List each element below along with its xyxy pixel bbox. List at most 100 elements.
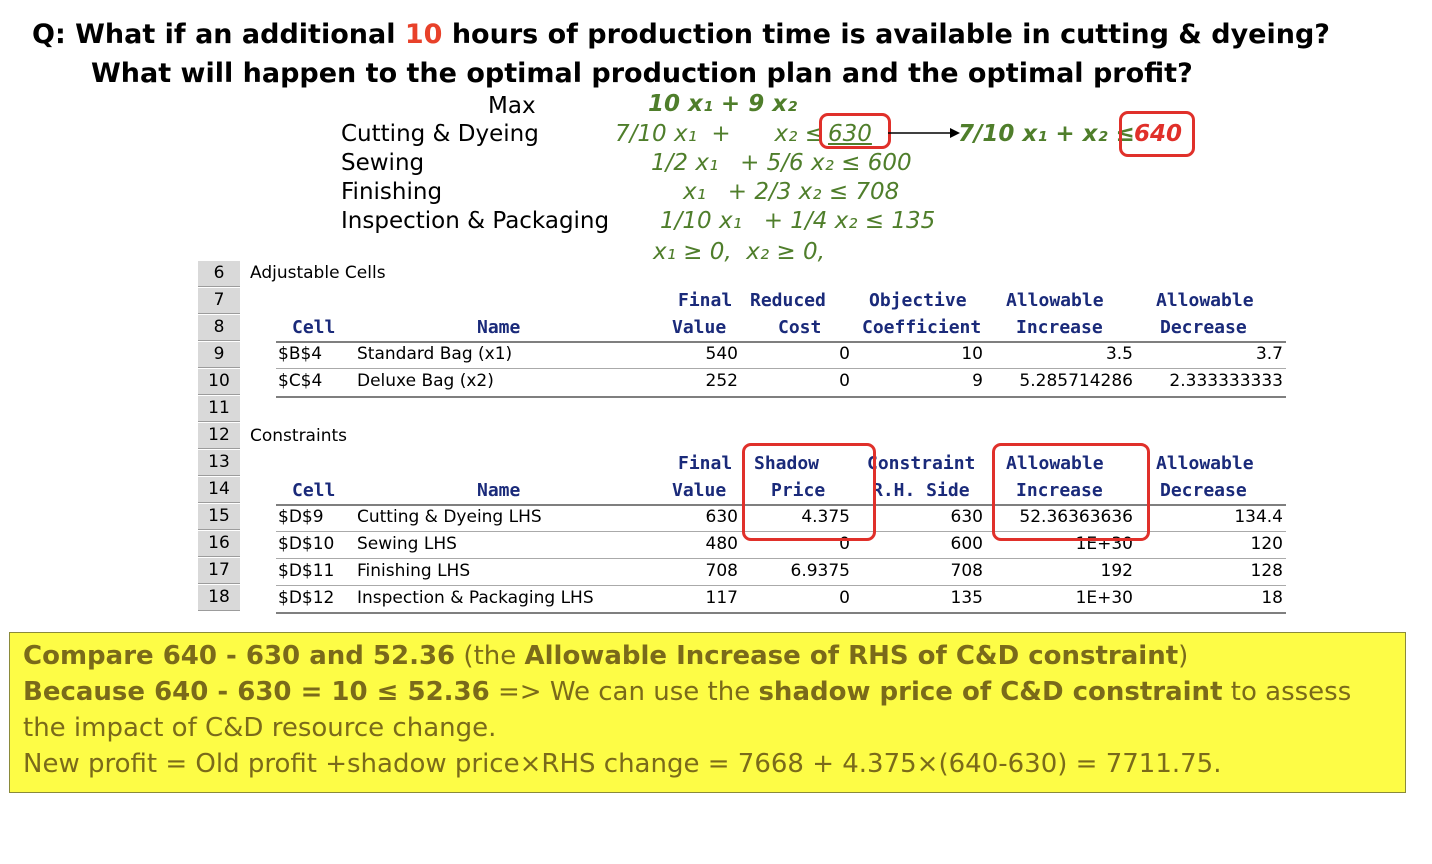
adj-coef: 10 [961, 344, 983, 364]
adj-header-value: Value [672, 317, 727, 338]
con-rhs: 135 [950, 588, 983, 608]
constraint-label-cd: Cutting & Dyeing [341, 121, 539, 147]
adj-header-cost: Cost [778, 317, 822, 338]
note-allowable-increase: Allowable Increase of RHS of C&D constra… [524, 641, 1179, 671]
nonnegativity: x₁ ≥ 0, x₂ ≥ 0, [653, 239, 825, 265]
adj-inc: 5.285714286 [1019, 371, 1133, 391]
adj-header-allowable-dec: Allowable [1156, 290, 1254, 311]
con-cell: $D$12 [278, 588, 335, 608]
adj-header-decrease: Decrease [1160, 317, 1247, 338]
row-number: 13 [198, 450, 240, 476]
con-header-rule [276, 504, 1286, 506]
adj-cell: $C$4 [278, 371, 323, 391]
objective-function: 10 x₁ + 9 x₂ [648, 91, 798, 117]
con-cell: $D$10 [278, 534, 335, 554]
constraint-finishing: x₁ + 2/3 x₂ ≤ 708 [683, 179, 900, 205]
row-rule [276, 585, 1286, 586]
constraint-inspection: 1/10 x₁ + 1/4 x₂ ≤ 135 [660, 208, 936, 234]
con-shadow: 6.9375 [790, 561, 850, 581]
con-header-increase: Increase [1016, 480, 1103, 501]
question-line-2: What will happen to the optimal producti… [91, 58, 1193, 89]
row-rule [276, 368, 1286, 369]
con-final: 708 [705, 561, 738, 581]
shadow-price-highlight-box [742, 443, 876, 541]
constraint-label-sewing: Sewing [341, 150, 425, 176]
adj-header-reduced: Reduced [750, 290, 826, 311]
question-hours: 10 [404, 19, 443, 50]
con-name: Finishing LHS [357, 561, 471, 581]
con-shadow: 0 [839, 534, 850, 554]
note-text: (the [455, 641, 525, 671]
adj-inc: 3.5 [1105, 344, 1133, 364]
adj-header-coefficient: Coefficient [862, 317, 982, 338]
note-line-4: New profit = Old profit +shadow price×RH… [23, 749, 1222, 779]
new-cd-constraint: 7/10 x₁ + x₂ ≤ [958, 121, 1135, 147]
adj-header-name: Name [477, 317, 521, 338]
con-header-rhs: R.H. Side [872, 480, 970, 501]
adj-header-objective: Objective [869, 290, 967, 311]
adj-header-increase: Increase [1016, 317, 1103, 338]
row-rule [276, 531, 1286, 532]
constraints-title: Constraints [250, 426, 347, 446]
adj-bottom-rule [276, 396, 1286, 398]
note-text: => We can use the [489, 677, 759, 707]
adj-final: 252 [705, 371, 738, 391]
adj-final: 540 [705, 344, 738, 364]
con-dec: 128 [1250, 561, 1283, 581]
note-line-3: the impact of C&D resource change. [23, 713, 497, 743]
constraint-sewing: 1/2 x₁ + 5/6 x₂ ≤ 600 [651, 150, 912, 176]
adj-reduced: 0 [839, 344, 850, 364]
con-dec: 120 [1250, 534, 1283, 554]
adj-coef: 9 [972, 371, 983, 391]
con-rhs: 708 [950, 561, 983, 581]
con-final: 630 [705, 507, 738, 527]
con-rhs: 600 [950, 534, 983, 554]
adj-dec: 3.7 [1255, 344, 1283, 364]
con-name: Cutting & Dyeing LHS [357, 507, 542, 527]
con-dec: 18 [1261, 588, 1283, 608]
con-name: Sewing LHS [357, 534, 457, 554]
row-number: 16 [198, 531, 240, 557]
constraint-cd: 7/10 x₁ + x₂ ≤ [615, 121, 824, 147]
new-rhs-highlight-box [1119, 111, 1195, 157]
row-number: 14 [198, 477, 240, 503]
row-number: 15 [198, 504, 240, 530]
con-shadow: 0 [839, 588, 850, 608]
row-number: 7 [198, 288, 240, 314]
adj-name: Standard Bag (x1) [357, 344, 513, 364]
row-number: 12 [198, 423, 240, 449]
con-rhs: 630 [950, 507, 983, 527]
constraint-cd-rhs: 630 [828, 121, 872, 147]
adj-name: Deluxe Bag (x2) [357, 371, 494, 391]
adj-header-cell: Cell [292, 317, 336, 338]
note-text: to assess [1222, 677, 1352, 707]
question-text: Q: What if an additional [32, 19, 405, 50]
note-compare: Compare 640 - 630 and 52.36 [23, 641, 456, 671]
row-number: 11 [198, 396, 240, 422]
adj-header-allowable-inc: Allowable [1006, 290, 1104, 311]
con-inc: 1E+30 [1075, 588, 1133, 608]
allowable-increase-highlight-box [992, 443, 1150, 541]
note-box: Compare 640 - 630 and 52.36 (the Allowab… [9, 632, 1406, 793]
row-number: 17 [198, 558, 240, 584]
con-header-allowable-inc: Allowable [1006, 453, 1104, 474]
con-dec: 134.4 [1234, 507, 1283, 527]
row-number: 9 [198, 342, 240, 368]
constraint-label-finishing: Finishing [341, 179, 443, 205]
con-cell: $D$11 [278, 561, 335, 581]
con-inc: 52.36363636 [1019, 507, 1133, 527]
note-line-1: Compare 640 - 630 and 52.36 (the Allowab… [23, 641, 1188, 671]
con-name: Inspection & Packaging LHS [357, 588, 594, 608]
adjustable-cells-title: Adjustable Cells [250, 263, 386, 283]
note-shadow-price: shadow price of C&D constraint [758, 677, 1223, 707]
row-number: 6 [198, 261, 240, 287]
adj-reduced: 0 [839, 371, 850, 391]
con-header-price: Price [771, 480, 826, 501]
con-header-allowable-dec: Allowable [1156, 453, 1254, 474]
adj-dec: 2.333333333 [1169, 371, 1283, 391]
con-header-value: Value [672, 480, 727, 501]
note-text: ) [1178, 641, 1189, 671]
adj-header-rule [276, 341, 1286, 343]
new-cd-rhs: 640 [1134, 121, 1183, 147]
row-number: 18 [198, 585, 240, 611]
